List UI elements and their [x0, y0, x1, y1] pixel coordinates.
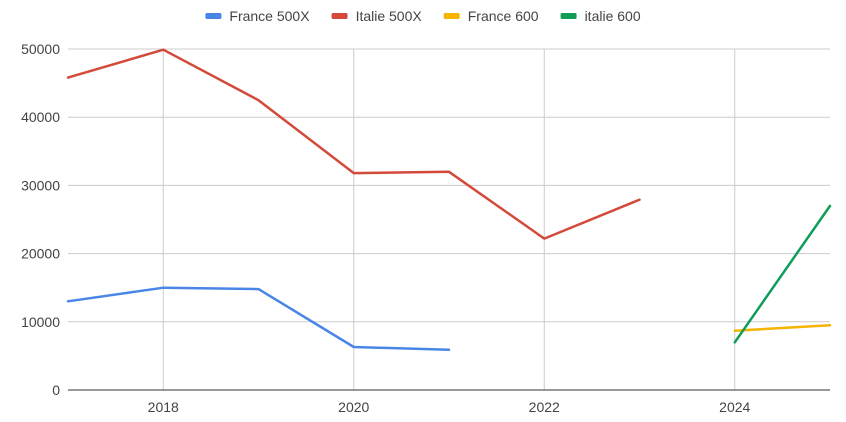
series-layer [66, 48, 832, 352]
legend-label: France 600 [468, 8, 539, 24]
series-line-0[interactable] [66, 286, 451, 352]
legend-item[interactable]: italie 600 [560, 8, 641, 24]
data-point[interactable] [67, 300, 69, 302]
data-point[interactable] [734, 329, 736, 331]
x-tick-label: 2018 [148, 399, 179, 415]
legend-label: Italie 500X [356, 8, 423, 24]
data-point[interactable] [353, 346, 355, 348]
data-point[interactable] [734, 341, 736, 343]
legend-swatch [331, 13, 348, 19]
legend-item[interactable]: France 600 [443, 8, 539, 24]
legend-item[interactable]: France 500X [205, 8, 310, 24]
x-tick-label: 2020 [338, 399, 369, 415]
data-point[interactable] [829, 324, 831, 326]
data-point[interactable] [448, 171, 450, 173]
grid-layer [68, 48, 830, 390]
data-point[interactable] [257, 99, 259, 101]
series-line-1[interactable] [66, 48, 641, 240]
legend-item[interactable]: Italie 500X [331, 8, 423, 24]
x-tick-label: 2024 [719, 399, 750, 415]
axis-layer: 0 10000 20000 30000 40000 50000 2018 2020 2022 20… [21, 41, 830, 415]
legend-swatch [443, 13, 460, 19]
data-point[interactable] [257, 288, 259, 290]
y-tick-label: 30000 [21, 177, 60, 193]
legend-swatch [560, 13, 577, 19]
data-point[interactable] [543, 237, 545, 239]
legend-label: italie 600 [585, 8, 641, 24]
data-point[interactable] [353, 172, 355, 174]
legend[interactable]: France 500X Italie 500X France 600 italie 6… [205, 8, 641, 24]
y-tick-label: 20000 [21, 246, 60, 262]
data-point[interactable] [162, 287, 164, 289]
y-tick-label: 50000 [21, 41, 60, 57]
data-point[interactable] [67, 76, 69, 78]
data-point[interactable] [448, 349, 450, 351]
y-tick-label: 0 [52, 382, 60, 398]
series-line-2[interactable] [733, 323, 832, 332]
data-point[interactable] [162, 48, 164, 50]
y-tick-label: 40000 [21, 109, 60, 125]
series-line-3[interactable] [733, 204, 832, 344]
legend-swatch [205, 13, 222, 19]
x-tick-label: 2022 [529, 399, 560, 415]
y-tick-label: 10000 [21, 314, 60, 330]
data-point[interactable] [829, 205, 831, 207]
legend-label: France 500X [229, 8, 310, 24]
data-point[interactable] [638, 199, 640, 201]
